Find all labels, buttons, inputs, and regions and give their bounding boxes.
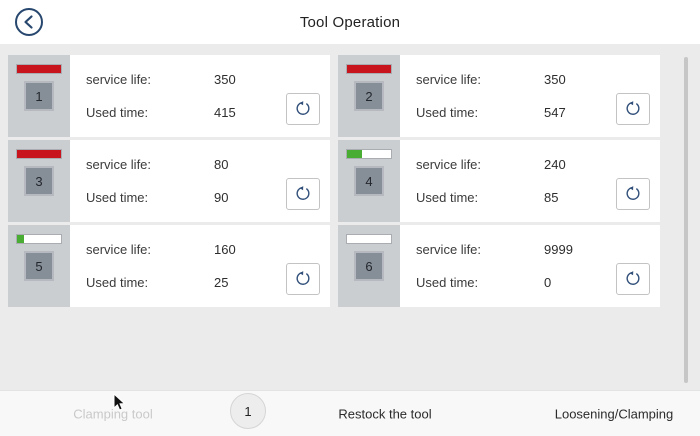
reset-button[interactable] bbox=[286, 263, 320, 295]
service-life-label: service life: bbox=[86, 242, 152, 257]
service-life-row: service life: 350 bbox=[86, 72, 274, 87]
used-time-value: 85 bbox=[544, 190, 559, 205]
used-time-value: 415 bbox=[214, 105, 236, 120]
service-life-bar bbox=[346, 149, 392, 159]
tool-number-badge: 4 bbox=[354, 166, 384, 196]
used-time-value: 0 bbox=[544, 275, 552, 290]
tool-card-body: service life: 240 Used time: 85 bbox=[400, 140, 660, 222]
service-life-bar-fill bbox=[17, 150, 61, 158]
tool-number-badge: 5 bbox=[24, 251, 54, 281]
service-life-row: service life: 80 bbox=[86, 157, 274, 172]
used-time-row: Used time: 547 bbox=[416, 105, 604, 120]
tool-status-panel: 2 bbox=[338, 55, 400, 137]
used-time-value: 25 bbox=[214, 275, 229, 290]
service-life-row: service life: 350 bbox=[416, 72, 604, 87]
used-time-label: Used time: bbox=[86, 275, 149, 290]
tool-status-panel: 4 bbox=[338, 140, 400, 222]
service-life-label: service life: bbox=[416, 242, 482, 257]
tool-card-body: service life: 9999 Used time: 0 bbox=[400, 225, 660, 307]
reset-icon bbox=[623, 183, 643, 206]
service-life-bar bbox=[346, 64, 392, 74]
tool-card: 4 service life: 240 Used time: 85 bbox=[338, 140, 660, 222]
reset-icon bbox=[293, 183, 313, 206]
tool-card: 1 service life: 350 Used time: 415 bbox=[8, 55, 330, 137]
reset-icon bbox=[293, 268, 313, 291]
used-time-label: Used time: bbox=[416, 105, 479, 120]
tool-status-panel: 1 bbox=[8, 55, 70, 137]
scrollbar[interactable] bbox=[684, 57, 688, 383]
service-life-bar bbox=[346, 234, 392, 244]
reset-button[interactable] bbox=[616, 93, 650, 125]
service-life-label: service life: bbox=[86, 72, 152, 87]
tool-card-body: service life: 80 Used time: 90 bbox=[70, 140, 330, 222]
service-life-value: 350 bbox=[544, 72, 566, 87]
tool-card: 6 service life: 9999 Used time: 0 bbox=[338, 225, 660, 307]
reset-button[interactable] bbox=[286, 93, 320, 125]
used-time-row: Used time: 85 bbox=[416, 190, 604, 205]
used-time-row: Used time: 90 bbox=[86, 190, 274, 205]
used-time-value: 547 bbox=[544, 105, 566, 120]
used-time-row: Used time: 0 bbox=[416, 275, 604, 290]
service-life-label: service life: bbox=[86, 157, 152, 172]
service-life-bar-fill bbox=[17, 65, 61, 73]
chevron-left-circle-icon bbox=[14, 8, 44, 40]
tool-card: 3 service life: 80 Used time: 90 bbox=[8, 140, 330, 222]
tool-card-body: service life: 350 Used time: 415 bbox=[70, 55, 330, 137]
tool-status-panel: 3 bbox=[8, 140, 70, 222]
reset-icon bbox=[623, 268, 643, 291]
reset-button[interactable] bbox=[286, 178, 320, 210]
restock-tool-button[interactable]: Restock the tool bbox=[338, 406, 432, 421]
tool-number-badge: 2 bbox=[354, 81, 384, 111]
service-life-bar bbox=[16, 64, 62, 74]
service-life-value: 240 bbox=[544, 157, 566, 172]
back-button[interactable] bbox=[14, 7, 44, 37]
loosening-clamping-button[interactable]: Loosening/Clamping bbox=[554, 406, 674, 421]
tool-number-badge: 3 bbox=[24, 166, 54, 196]
service-life-value: 9999 bbox=[544, 242, 573, 257]
used-time-row: Used time: 25 bbox=[86, 275, 274, 290]
tool-status-panel: 5 bbox=[8, 225, 70, 307]
service-life-value: 80 bbox=[214, 157, 229, 172]
service-life-bar-fill bbox=[347, 65, 391, 73]
used-time-row: Used time: 415 bbox=[86, 105, 274, 120]
tool-card-body: service life: 160 Used time: 25 bbox=[70, 225, 330, 307]
bottom-action-bar: Clamping tool 1 Restock the tool Looseni… bbox=[0, 390, 700, 436]
header: Tool Operation bbox=[0, 0, 700, 44]
tool-card: 5 service life: 160 Used time: 25 bbox=[8, 225, 330, 307]
used-time-value: 90 bbox=[214, 190, 229, 205]
tool-status-panel: 6 bbox=[338, 225, 400, 307]
service-life-bar-fill bbox=[347, 150, 363, 158]
used-time-label: Used time: bbox=[86, 190, 149, 205]
page-indicator-button[interactable]: 1 bbox=[230, 393, 266, 429]
reset-button[interactable] bbox=[616, 263, 650, 295]
service-life-bar-fill bbox=[17, 235, 25, 243]
service-life-label: service life: bbox=[416, 157, 482, 172]
content-area: 1 service life: 350 Used time: 415 bbox=[0, 44, 700, 390]
service-life-bar bbox=[16, 149, 62, 159]
tool-card: 2 service life: 350 Used time: 547 bbox=[338, 55, 660, 137]
reset-icon bbox=[623, 98, 643, 121]
service-life-value: 350 bbox=[214, 72, 236, 87]
reset-icon bbox=[293, 98, 313, 121]
service-life-bar bbox=[16, 234, 62, 244]
used-time-label: Used time: bbox=[416, 275, 479, 290]
tool-number-badge: 6 bbox=[354, 251, 384, 281]
service-life-row: service life: 9999 bbox=[416, 242, 604, 257]
service-life-label: service life: bbox=[416, 72, 482, 87]
service-life-row: service life: 240 bbox=[416, 157, 604, 172]
tool-card-grid: 1 service life: 350 Used time: 415 bbox=[8, 55, 660, 307]
reset-button[interactable] bbox=[616, 178, 650, 210]
clamping-tool-button[interactable]: Clamping tool bbox=[73, 406, 153, 421]
page-title: Tool Operation bbox=[299, 13, 401, 31]
service-life-value: 160 bbox=[214, 242, 236, 257]
tool-number-badge: 1 bbox=[24, 81, 54, 111]
used-time-label: Used time: bbox=[86, 105, 149, 120]
service-life-row: service life: 160 bbox=[86, 242, 274, 257]
tool-card-body: service life: 350 Used time: 547 bbox=[400, 55, 660, 137]
used-time-label: Used time: bbox=[416, 190, 479, 205]
